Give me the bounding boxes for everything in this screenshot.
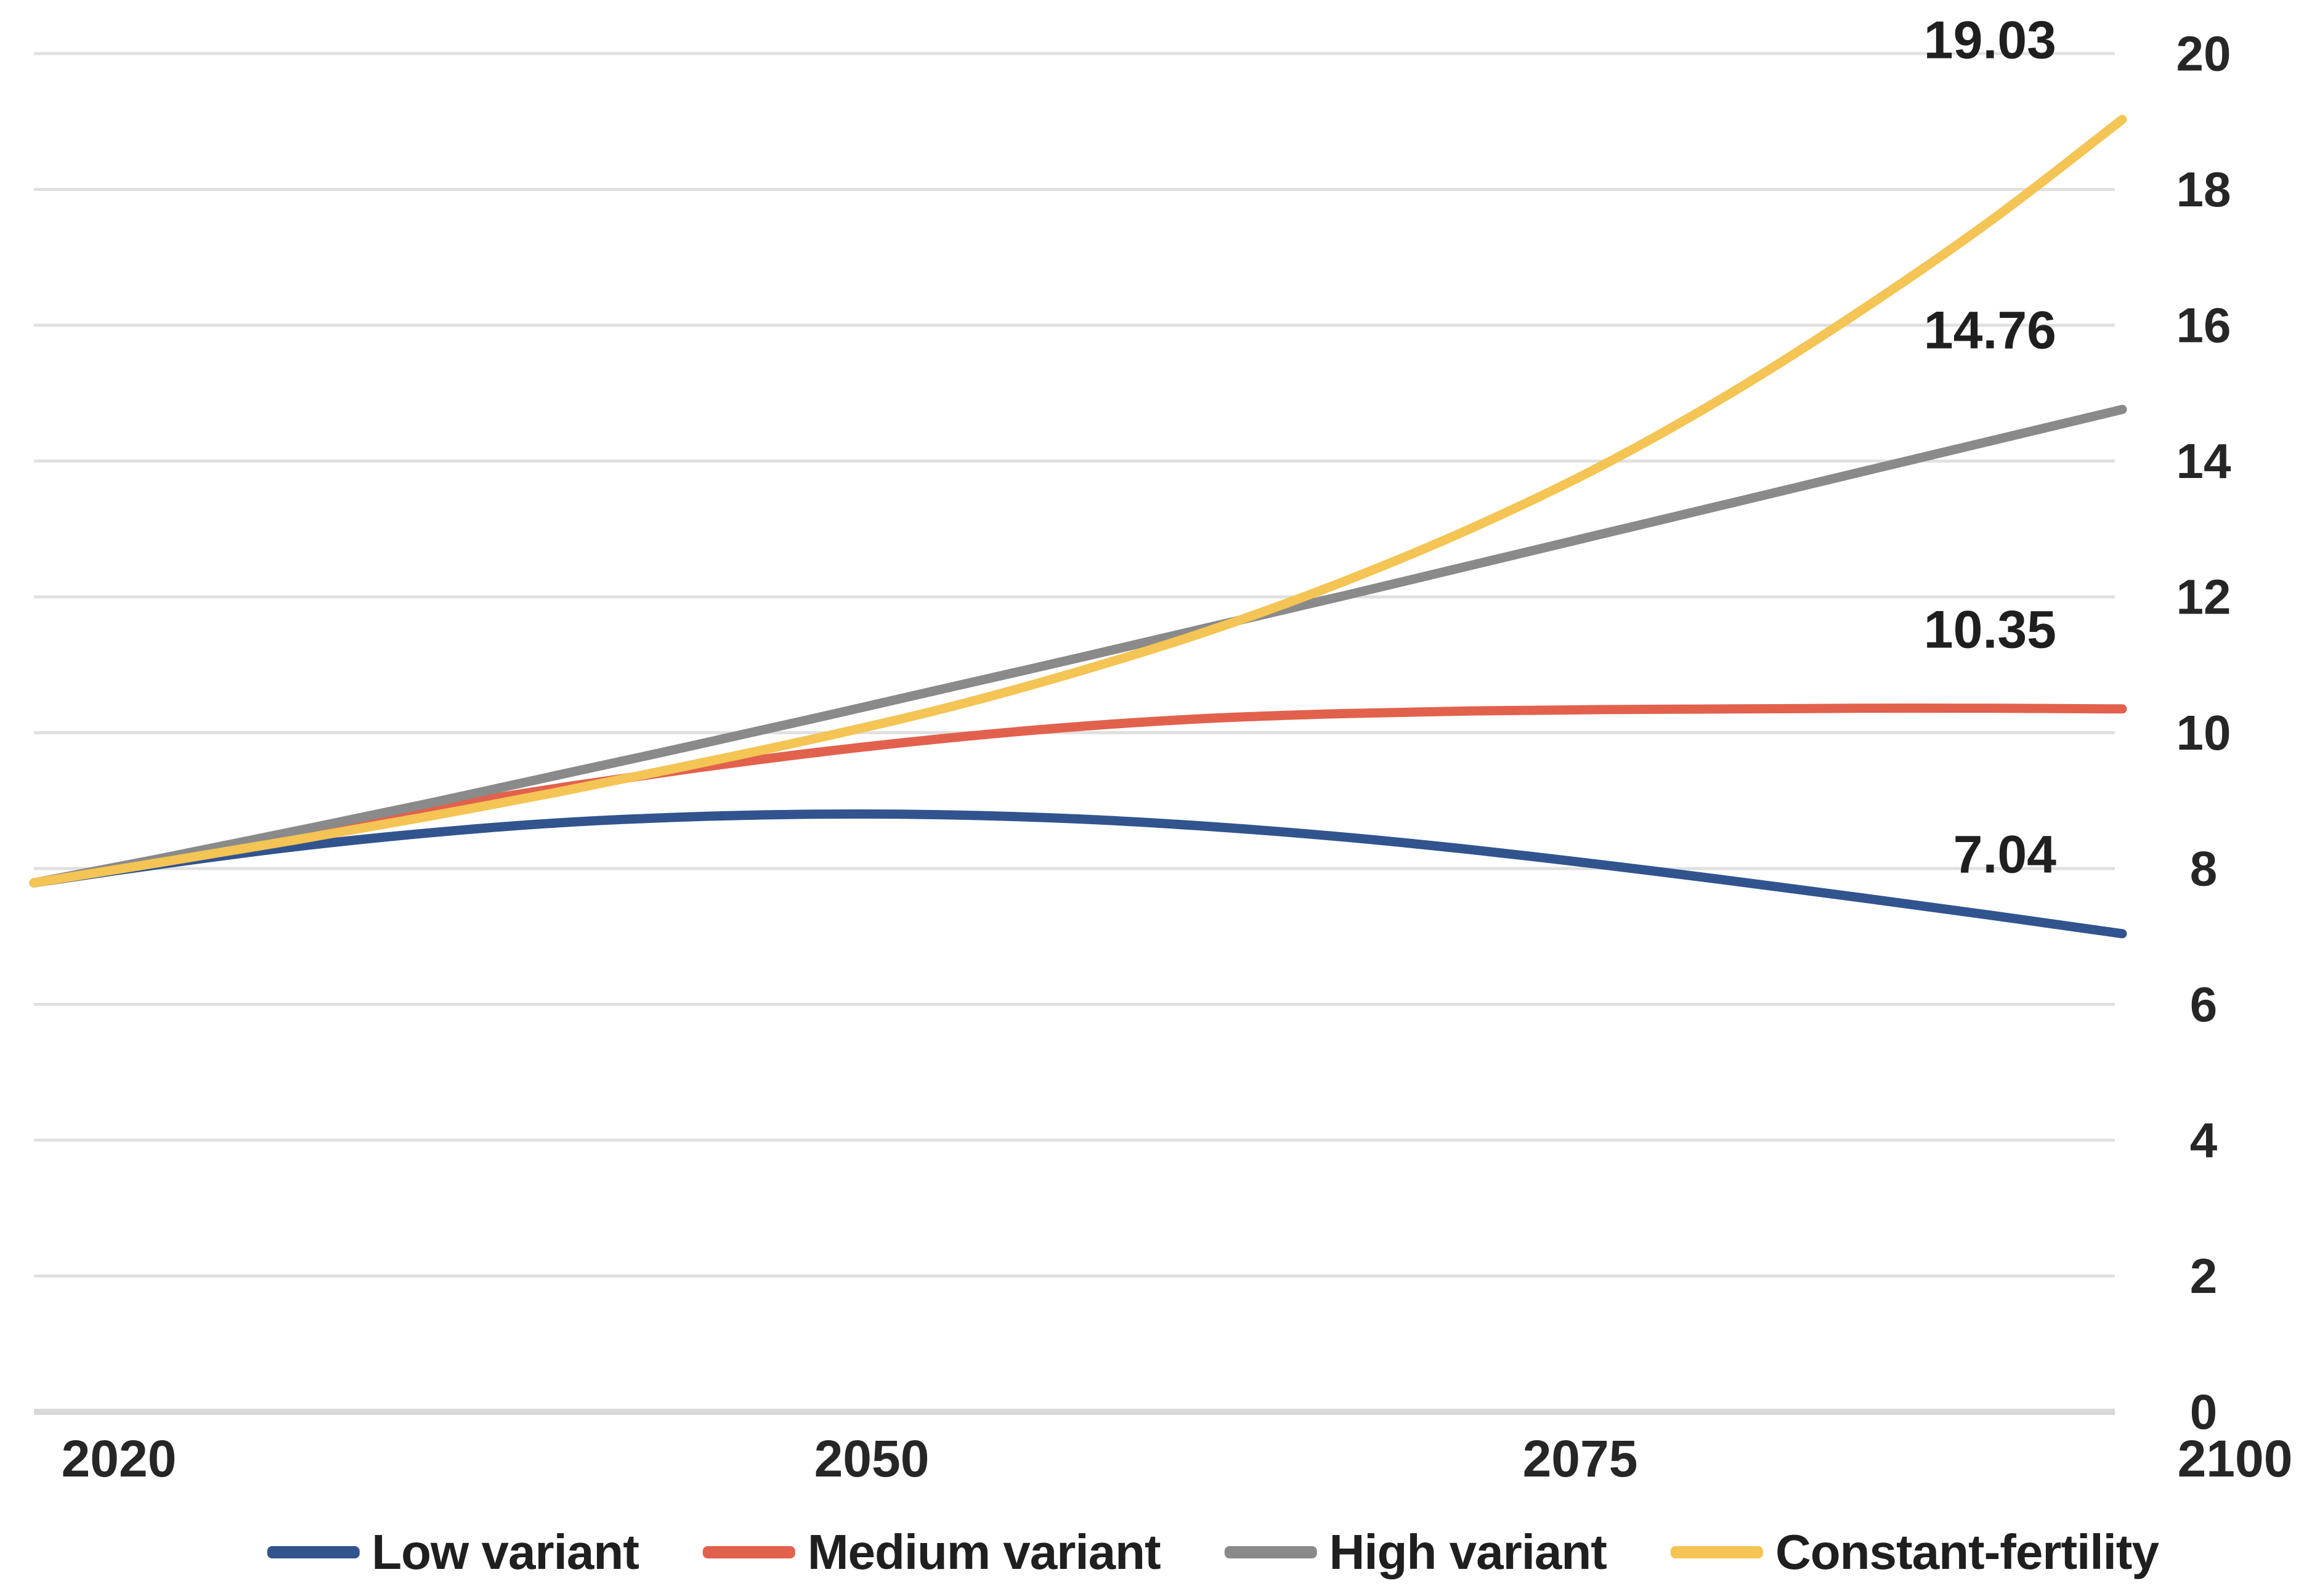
series-lines: [29, 115, 2127, 939]
legend-dash-icon-constant-fertility: [1670, 1546, 1763, 1558]
y-tick-label: 12: [2176, 570, 2231, 625]
series-line-constant-fertility: [29, 115, 2127, 888]
legend-item-constant-fertility: Constant-fertility: [1670, 1524, 2159, 1581]
series-end-value-label: 10.35: [1924, 601, 2056, 660]
legend-label-high-variant: High variant: [1329, 1525, 1607, 1579]
y-tick-label: 20: [2176, 26, 2231, 81]
gridlines: [34, 52, 2115, 1415]
y-tick-label: 6: [2190, 977, 2218, 1032]
series-line-medium-variant: [29, 703, 2127, 888]
x-tick-label: 2100: [2178, 1430, 2293, 1488]
series-end-labels: 7.04 10.35 14.76 19.03: [1924, 11, 2056, 885]
legend-dash-icon-high-variant: [1224, 1546, 1317, 1558]
y-axis-tick-labels: 0 2 4 6 8 10 12 14 16 18 20: [2176, 26, 2231, 1440]
y-tick-label: 0: [2190, 1385, 2218, 1440]
x-tick-label: 2050: [814, 1430, 930, 1488]
legend-label-constant-fertility: Constant-fertility: [1775, 1525, 2159, 1579]
legend-dash-icon-low-variant: [267, 1546, 360, 1558]
y-tick-label: 14: [2176, 434, 2231, 488]
legend-item-high-variant: High variant: [1224, 1524, 1607, 1581]
y-tick-label: 10: [2176, 705, 2231, 760]
legend-item-medium-variant: Medium variant: [702, 1524, 1161, 1581]
y-tick-label: 2: [2190, 1249, 2218, 1303]
x-tick-label: 2020: [62, 1430, 177, 1488]
x-axis-tick-labels: 2020 2050 2075 2100: [62, 1430, 2293, 1488]
y-tick-label: 8: [2190, 841, 2218, 896]
series-end-value-label: 7.04: [1953, 825, 2057, 885]
legend-dash-icon-medium-variant: [702, 1546, 795, 1558]
legend-item-low-variant: Low variant: [267, 1524, 639, 1581]
series-line-low-variant: [29, 809, 2127, 939]
chart-legend: Low variant Medium variant High variant Con…: [267, 1524, 2159, 1581]
series-end-value-label: 19.03: [1924, 11, 2056, 70]
legend-label-medium-variant: Medium variant: [807, 1525, 1161, 1579]
x-tick-label: 2075: [1523, 1430, 1638, 1488]
y-tick-label: 16: [2176, 298, 2231, 353]
y-tick-label: 18: [2176, 162, 2231, 217]
y-tick-label: 4: [2190, 1113, 2218, 1168]
series-end-value-label: 14.76: [1924, 301, 2056, 360]
legend-label-low-variant: Low variant: [371, 1525, 639, 1579]
series-line-high-variant: [29, 405, 2127, 888]
